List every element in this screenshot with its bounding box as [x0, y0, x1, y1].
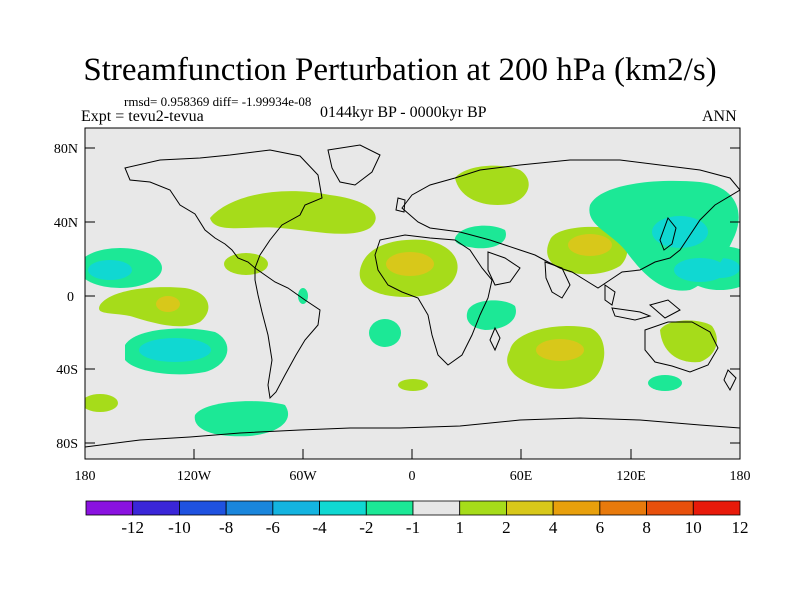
anomaly-region [386, 252, 434, 276]
anomaly-field [85, 165, 740, 437]
chart-title: Streamfunction Perturbation at 200 hPa (… [83, 52, 717, 88]
colorbar-swatch [459, 500, 507, 516]
colorbar-swatch [132, 500, 180, 516]
colorbar-swatch [319, 500, 367, 516]
colorbar-label: -4 [312, 518, 327, 537]
colorbar-label: -6 [266, 518, 280, 537]
colorbar-label: -8 [219, 518, 233, 537]
anomaly-region [88, 260, 132, 280]
colorbar-label: 12 [732, 518, 749, 537]
lon-tick-label: 60E [510, 469, 533, 484]
colorbar-label: 10 [685, 518, 702, 537]
anomaly-region [455, 165, 529, 205]
colorbar-label: 1 [455, 518, 464, 537]
colorbar-swatch [599, 500, 647, 516]
anomaly-region [568, 234, 612, 256]
lat-tick-label: 80N [54, 142, 78, 157]
season-label: ANN [702, 108, 737, 125]
colorbar-label: -2 [359, 518, 373, 537]
stats-text: rmsd= 0.958369 diff= -1.99934e-08 [124, 94, 312, 109]
colorbar [85, 500, 741, 516]
colorbar-labels: -12 -10 -8 -6 -4 -2 -1 1 2 4 6 8 10 12 [121, 518, 748, 537]
colorbar-swatch [552, 500, 601, 516]
anomaly-region [536, 339, 584, 361]
colorbar-label: 4 [549, 518, 558, 537]
lat-tick-label: 40S [56, 363, 78, 378]
lon-tick-label: 180 [730, 469, 751, 484]
anomaly-region [99, 287, 209, 327]
experiment-label: Expt = tevu2-tevua [81, 108, 204, 125]
colorbar-swatch [225, 500, 274, 516]
anomaly-region [466, 300, 516, 330]
colorbar-label: -10 [168, 518, 191, 537]
colorbar-swatch [412, 500, 461, 516]
lon-tick-label: 0 [409, 469, 416, 484]
colorbar-label: 2 [502, 518, 511, 537]
lat-tick-label: 0 [67, 290, 74, 305]
anomaly-region [224, 253, 268, 275]
anomaly-region [210, 191, 376, 234]
anomaly-region [156, 296, 180, 312]
anomaly-region [648, 375, 682, 391]
colorbar-label: 8 [642, 518, 651, 537]
anomaly-region [194, 401, 289, 437]
colorbar-label: 6 [596, 518, 605, 537]
lon-tick-label: 120E [616, 469, 646, 484]
colorbar-label: -1 [406, 518, 420, 537]
anomaly-region [139, 338, 211, 362]
lat-tick-label: 40N [54, 216, 78, 231]
colorbar-swatch [272, 500, 320, 516]
lat-tick-label: 80S [56, 437, 78, 452]
colorbar-swatch [506, 500, 554, 516]
coastlines [85, 144, 740, 448]
anomaly-region [660, 320, 717, 363]
colorbar-swatch [179, 500, 227, 516]
lon-tick-label: 60W [289, 469, 317, 484]
colorbar-swatch [365, 500, 414, 516]
lon-tick-label: 180 [75, 469, 96, 484]
anomaly-region [398, 379, 428, 391]
colorbar-swatch [85, 500, 134, 516]
colorbar-label: -12 [121, 518, 144, 537]
anomaly-region [674, 258, 726, 282]
tick-marks [84, 147, 741, 459]
anomaly-region [85, 394, 118, 412]
period-label: 0144kyr BP - 0000kyr BP [320, 104, 487, 121]
colorbar-swatch [646, 500, 694, 516]
anomaly-region [369, 319, 401, 347]
colorbar-swatch [692, 500, 741, 516]
lon-tick-label: 120W [177, 469, 212, 484]
